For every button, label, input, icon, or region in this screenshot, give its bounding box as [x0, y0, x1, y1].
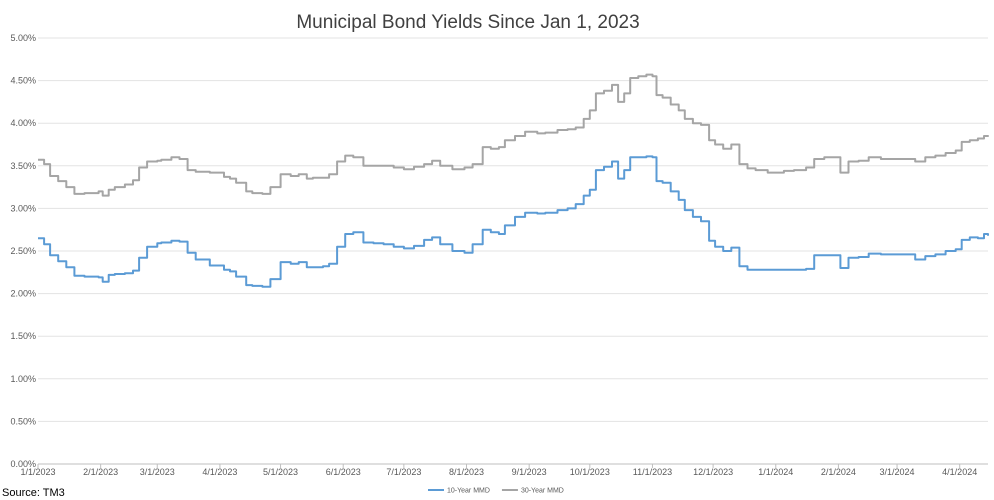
y-tick-label: 5.00%	[10, 33, 36, 43]
y-tick-label: 3.00%	[10, 203, 36, 213]
x-tick-label: 11/1/2023	[633, 467, 672, 477]
x-tick-label: 1/1/2023	[20, 467, 55, 477]
x-tick-label: 9/1/2023	[512, 467, 547, 477]
x-tick-label: 4/1/2023	[202, 467, 237, 477]
y-tick-label: 1.00%	[10, 374, 36, 384]
gridlines	[38, 37, 988, 465]
y-tick-label: 0.50%	[10, 416, 36, 426]
x-tick-label: 12/1/2023	[693, 467, 733, 477]
y-tick-label: 1.50%	[10, 331, 36, 341]
legend: 10-Year MMD 30-Year MMD	[428, 488, 564, 495]
y-tick-label: 2.50%	[10, 246, 36, 256]
x-tick-label: 2/1/2023	[83, 467, 118, 477]
x-tick-label: 1/1/2024	[758, 467, 793, 477]
y-tick-label: 0.00%	[10, 459, 36, 469]
x-tick-label: 5/1/2023	[263, 467, 298, 477]
y-tick-label: 4.50%	[10, 76, 36, 86]
x-tick-label: 8/1/2023	[449, 467, 484, 477]
x-tick-label: 3/1/2024	[880, 467, 915, 477]
x-tick-label: 7/1/2023	[386, 467, 421, 477]
series-line-30-year-mmd	[38, 73, 989, 197]
series-layer	[38, 73, 989, 288]
x-tick-label: 4/1/2024	[942, 467, 977, 477]
legend-label: 10-Year MMD	[447, 488, 490, 495]
x-axis-ticks: 1/1/2023 2/1/2023 3/1/2023 4/1/2023 5/1/2023…	[20, 464, 977, 477]
source-note: Source: TM3	[2, 487, 65, 499]
x-tick-label: 6/1/2023	[326, 467, 361, 477]
x-tick-label: 3/1/2023	[140, 467, 175, 477]
x-tick-label: 2/1/2024	[821, 467, 856, 477]
series-line-10-year-mmd	[38, 155, 989, 288]
legend-label: 30-Year MMD	[521, 488, 564, 495]
y-axis-ticks: 0.00% 0.50% 1.00% 1.50% 2.00% 2.50% 3.00% 3.50%…	[10, 33, 36, 469]
y-tick-label: 2.00%	[10, 289, 36, 299]
chart-title: Municipal Bond Yields Since Jan 1, 2023	[296, 12, 639, 33]
y-tick-label: 4.00%	[10, 118, 36, 128]
y-tick-label: 3.50%	[10, 161, 36, 171]
x-tick-label: 10/1/2023	[570, 467, 610, 477]
